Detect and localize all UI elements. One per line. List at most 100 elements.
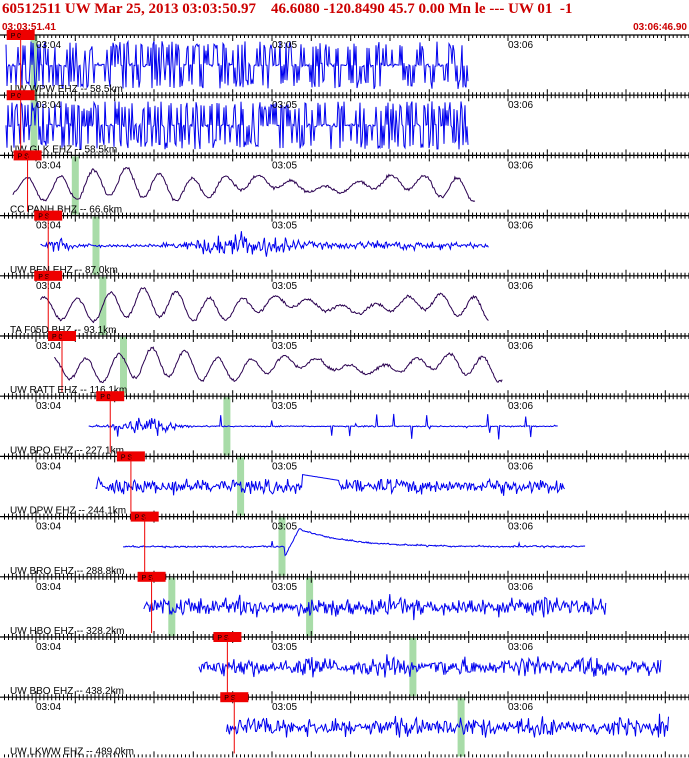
trace-3: 03:04 03:05 03:06 P S UW BEN EHZ -- 87.0km <box>0 210 689 276</box>
trace-5: 03:04 03:05 03:06 P 0 UW RATT EHZ -- 116.1km <box>0 331 689 396</box>
tick-label: 03:04 <box>36 40 61 51</box>
station-label: UW DPW EHZ -- 244.1km <box>10 506 126 517</box>
waveform <box>95 473 565 496</box>
waveform <box>5 100 469 150</box>
trace-10: 03:04 03:05 03:06 P S UW BBO EHZ -- 438.2km <box>0 632 689 697</box>
axis-ticks <box>4 336 689 397</box>
waveform <box>143 594 607 621</box>
axis-ticks <box>4 155 689 216</box>
event-header: 60512511 UW Mar 25, 2013 03:03:50.97 46.… <box>2 1 573 17</box>
tick-label: 03:05 <box>272 40 297 51</box>
tick-label: 03:04 <box>36 221 61 232</box>
tick-label: 03:06 <box>508 522 533 533</box>
tick-label: 03:06 <box>508 461 533 472</box>
pick-label: P S <box>121 454 132 461</box>
tick-label: 03:04 <box>36 341 61 352</box>
pick-label: P S <box>135 515 146 522</box>
trace-7: 03:04 03:05 03:06 P S UW DPW EHZ -- 244.1km <box>0 451 689 517</box>
pick-label: P S <box>142 575 153 582</box>
station-label: UW WPW EHZ -- 58.5km <box>10 84 123 95</box>
station-label: UW BPO EHZ -- 227.1km <box>10 445 124 456</box>
tick-label: 03:04 <box>36 461 61 472</box>
waveform <box>12 166 476 202</box>
tick-label: 03:05 <box>272 221 297 232</box>
end-time-label: 03:06:46.90 <box>633 22 687 33</box>
tick-label: 03:05 <box>272 281 297 292</box>
tick-label: 03:06 <box>508 642 533 653</box>
pick-label: P S <box>224 695 235 702</box>
pick-label: P S <box>38 214 49 221</box>
tick-label: 03:04 <box>36 100 61 111</box>
station-label: UW HBO EHZ -- 328.2km <box>10 626 124 637</box>
pick-label: P S <box>38 274 49 281</box>
trace-0: 03:04 03:05 03:06 P 0 UW WPW EHZ -- 58.5km <box>0 30 689 96</box>
axis-ticks <box>4 275 689 336</box>
tick-label: 03:06 <box>508 401 533 412</box>
tick-label: 03:04 <box>36 160 61 171</box>
trace-8: 03:04 03:05 03:06 P S UW BRO EHZ -- 288.8km <box>0 511 689 577</box>
station-label: CC PANH BHZ -- 66.6km <box>10 205 122 216</box>
tick-label: 03:04 <box>36 582 61 593</box>
tick-label: 03:05 <box>272 461 297 472</box>
axis-ticks <box>4 95 689 156</box>
axis-ticks <box>4 35 689 96</box>
waveform <box>198 654 662 678</box>
tick-label: 03:06 <box>508 40 533 51</box>
pick-label: P S <box>18 153 29 160</box>
waveform <box>226 713 669 738</box>
trace-1: 03:04 03:05 03:06 P 0 UW GLK EHZ -- 58.5km <box>0 90 689 156</box>
station-label: UW GLK EHZ -- 58.5km <box>10 144 117 155</box>
waveform <box>88 413 558 440</box>
waveform <box>123 528 586 557</box>
tick-label: 03:06 <box>508 221 533 232</box>
waveform <box>40 287 489 324</box>
phase-window <box>71 156 79 215</box>
pick-label: P 0 <box>52 334 62 341</box>
station-label: UW RATT EHZ -- 116.1km <box>10 385 127 396</box>
pick-label: P S <box>217 635 228 642</box>
tick-label: 03:05 <box>272 100 297 111</box>
tick-label: 03:04 <box>36 522 61 533</box>
tick-label: 03:05 <box>272 702 297 713</box>
tick-label: 03:06 <box>508 100 533 111</box>
station-label: UW LKWW EHZ -- 489.0km <box>10 746 134 757</box>
station-label: UW BEN EHZ -- 87.0km <box>10 265 118 276</box>
phase-window <box>30 96 38 155</box>
station-label: UW BRO EHZ -- 288.8km <box>10 566 124 577</box>
tick-label: 03:05 <box>272 522 297 533</box>
tick-label: 03:04 <box>36 642 61 653</box>
phase-window <box>457 698 465 757</box>
trace-9: 03:04 03:05 03:06 P S UW HBO EHZ -- 328.2km <box>0 571 689 637</box>
tick-label: 03:06 <box>508 281 533 292</box>
tick-label: 03:05 <box>272 341 297 352</box>
pick-label: P 0 <box>11 93 21 100</box>
tick-label: 03:05 <box>272 401 297 412</box>
waveform <box>40 231 489 257</box>
waveform <box>53 346 503 384</box>
axis-ticks <box>4 215 689 276</box>
axis-ticks <box>4 396 689 457</box>
tick-label: 03:05 <box>272 582 297 593</box>
trace-2: 03:04 03:05 03:06 P S CC PANH BHZ -- 66.6km <box>0 150 689 216</box>
tick-label: 03:06 <box>508 702 533 713</box>
trace-4: 03:04 03:05 03:06 P S TA F05D BHZ -- 93.1km <box>0 270 689 336</box>
tick-label: 03:04 <box>36 281 61 292</box>
pick-label: P 0 <box>11 33 21 40</box>
start-time-label: 03:03:51.41 <box>2 22 56 33</box>
tick-label: 03:06 <box>508 160 533 171</box>
axis-ticks <box>4 576 689 637</box>
tick-label: 03:06 <box>508 582 533 593</box>
trace-6: 03:04 03:05 03:06 P 0 UW BPO EHZ -- 227.1km <box>0 391 689 457</box>
trace-11: 03:04 03:05 03:06 P S UW LKWW EHZ -- 489.0km <box>0 692 689 757</box>
station-label: TA F05D BHZ -- 93.1km <box>10 325 117 336</box>
tick-label: 03:05 <box>272 642 297 653</box>
tick-label: 03:04 <box>36 401 61 412</box>
phase-window <box>168 577 176 636</box>
tick-label: 03:04 <box>36 702 61 713</box>
waveform <box>5 39 469 90</box>
pick-label: P 0 <box>100 394 110 401</box>
tick-label: 03:05 <box>272 160 297 171</box>
phase-window <box>120 337 127 396</box>
